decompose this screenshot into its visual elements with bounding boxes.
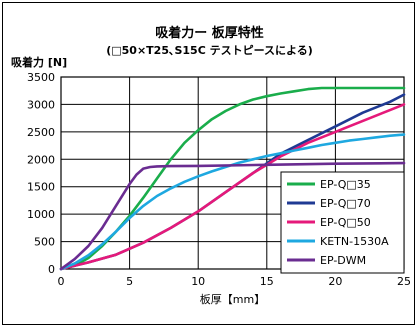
y-tick-label: 1500	[27, 181, 55, 194]
chart-subtitle: (□50×T25､S15C テストピースによる)	[106, 44, 313, 57]
series-line-5	[59, 161, 406, 271]
legend: EP-Q□35 EP-Q□70 EP-Q□50 KETN-1530A EP-DWM	[280, 171, 405, 274]
x-tick-label: 10	[191, 275, 205, 288]
legend-label-1: EP-Q□35	[320, 178, 371, 191]
y-tick-label: 2500	[27, 126, 55, 139]
legend-label-2: EP-Q□70	[320, 197, 371, 210]
y-axis-label: 吸着力 [N]	[11, 55, 67, 69]
x-axis-label: 板厚【mm】	[200, 292, 265, 306]
y-tick-label: 1000	[27, 208, 55, 221]
y-tick-label: 0	[48, 263, 55, 276]
x-tick-label: 5	[126, 275, 133, 288]
y-tick-label: 3500	[27, 71, 55, 84]
series-line-3	[59, 103, 406, 271]
y-tick-label: 500	[34, 236, 55, 249]
x-tick-label: 0	[58, 275, 65, 288]
x-tick-label: 20	[328, 275, 342, 288]
y-tick-label: 3000	[27, 98, 55, 111]
chart-title: 吸着力ー 板厚特性	[155, 26, 264, 41]
y-tick-label: 2000	[27, 153, 55, 166]
legend-label-4: KETN-1530A	[320, 235, 389, 248]
legend-label-3: EP-Q□50	[320, 216, 371, 229]
x-tick-label: 15	[260, 275, 274, 288]
x-tick-label: 25	[397, 275, 411, 288]
chart-frame	[2, 2, 415, 325]
legend-label-5: EP-DWM	[320, 254, 366, 267]
